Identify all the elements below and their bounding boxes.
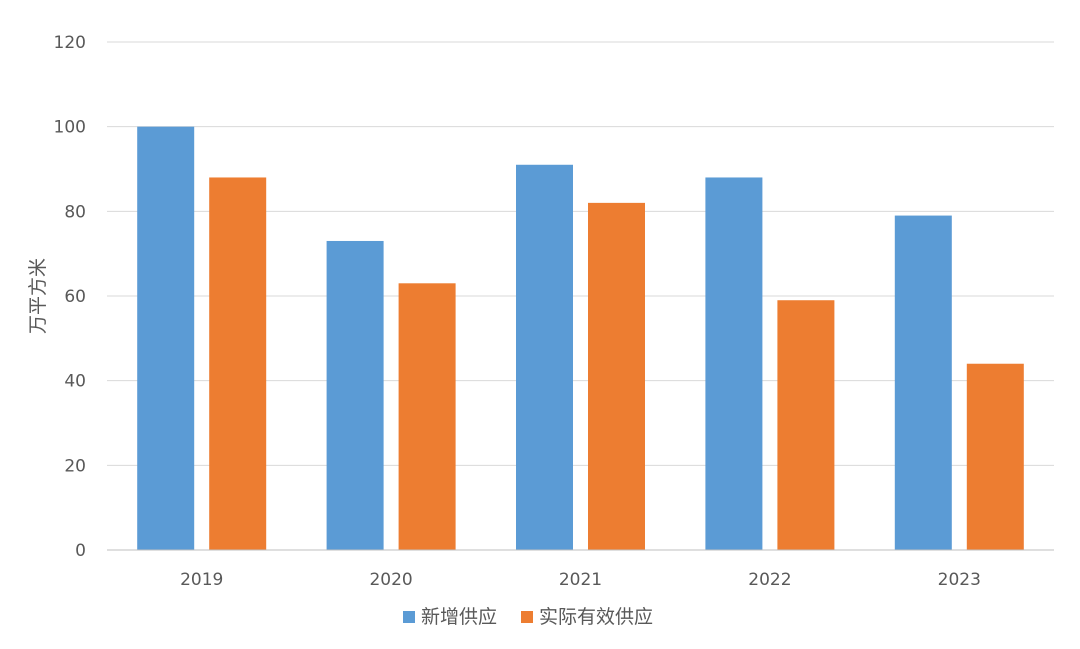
bar-effective-supply-2022 [777, 300, 835, 550]
bars [137, 126, 1024, 551]
bar-effective-supply-2021 [588, 202, 645, 550]
y-tick-label: 60 [64, 287, 86, 307]
x-tick-label: 2023 [938, 570, 981, 590]
x-tick-label: 2022 [748, 570, 791, 590]
y-tick-label: 20 [64, 456, 86, 476]
y-tick-label: 40 [64, 372, 86, 392]
bar-new-supply-2022 [705, 177, 763, 550]
y-axis-label: 万平方米 [27, 258, 49, 334]
y-tick-label: 0 [75, 541, 86, 561]
x-tick-label: 2019 [180, 570, 223, 590]
x-tick-label: 2020 [369, 570, 412, 590]
bar-effective-supply-2023 [966, 363, 1024, 550]
y-tick-label: 100 [54, 118, 86, 138]
x-tick-label: 2021 [559, 570, 602, 590]
x-axis-ticks: 2019 2020 2021 2022 2023 [180, 570, 981, 590]
legend-label: 实际有效供应 [539, 606, 653, 628]
bar-new-supply-2020 [326, 240, 384, 550]
y-axis-ticks: 0 20 40 60 80 100 120 [54, 33, 86, 561]
y-tick-label: 80 [64, 202, 86, 222]
legend-swatch [521, 611, 533, 623]
y-tick-label: 120 [54, 33, 86, 53]
bar-new-supply-2019 [137, 126, 195, 551]
legend: 新增供应 实际有效供应 [403, 606, 653, 628]
bar-new-supply-2023 [894, 215, 952, 551]
legend-swatch [403, 611, 415, 623]
bar-new-supply-2021 [516, 164, 573, 550]
bar-effective-supply-2019 [209, 177, 267, 550]
legend-label: 新增供应 [421, 606, 497, 628]
bar-effective-supply-2020 [398, 283, 456, 550]
